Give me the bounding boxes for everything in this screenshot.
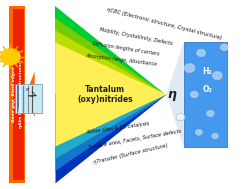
Circle shape [196,130,202,135]
Circle shape [191,91,198,98]
Circle shape [220,44,228,50]
Bar [13,9,24,180]
Circle shape [184,64,195,72]
Bar [15,84,42,113]
Text: H₂: H₂ [202,67,212,76]
Text: Surface area, Facets, Surface defects: Surface area, Facets, Surface defects [88,129,182,150]
Text: O₂: O₂ [202,85,212,94]
Bar [184,42,227,147]
Text: ηAbs (Electronic structure): ηAbs (Electronic structure) [19,61,23,128]
Text: Absorption range, Absorbance: Absorption range, Absorbance [86,53,158,66]
Polygon shape [167,42,184,147]
Text: ηTransfer (Surface structure): ηTransfer (Surface structure) [93,143,168,165]
Text: e⁻: e⁻ [25,88,31,92]
Circle shape [1,49,20,65]
Text: η: η [168,88,177,101]
Circle shape [212,134,218,139]
Polygon shape [56,18,167,94]
Text: Mobility, Crystallinity, Defects: Mobility, Crystallinity, Defects [99,27,173,46]
Polygon shape [56,6,167,94]
Bar [9,6,25,183]
Text: Diffusion lengths of carriers: Diffusion lengths of carriers [93,41,160,57]
Polygon shape [25,72,35,117]
Circle shape [176,114,185,121]
Text: Active sites & Co-catalysts: Active sites & Co-catalysts [86,121,150,135]
Text: Band gap, Band edges: Band gap, Band edges [12,67,16,122]
Polygon shape [56,43,167,94]
Text: Tantalum
(oxy)nitrides: Tantalum (oxy)nitrides [77,85,133,104]
Polygon shape [56,30,167,94]
Circle shape [213,72,222,79]
Text: ηCBC (Electronic structure, Crystal structure): ηCBC (Electronic structure, Crystal stru… [106,7,223,40]
Circle shape [197,50,205,56]
Circle shape [207,111,214,116]
Polygon shape [56,94,167,183]
Polygon shape [56,94,167,159]
Polygon shape [56,94,167,171]
Polygon shape [56,43,167,146]
